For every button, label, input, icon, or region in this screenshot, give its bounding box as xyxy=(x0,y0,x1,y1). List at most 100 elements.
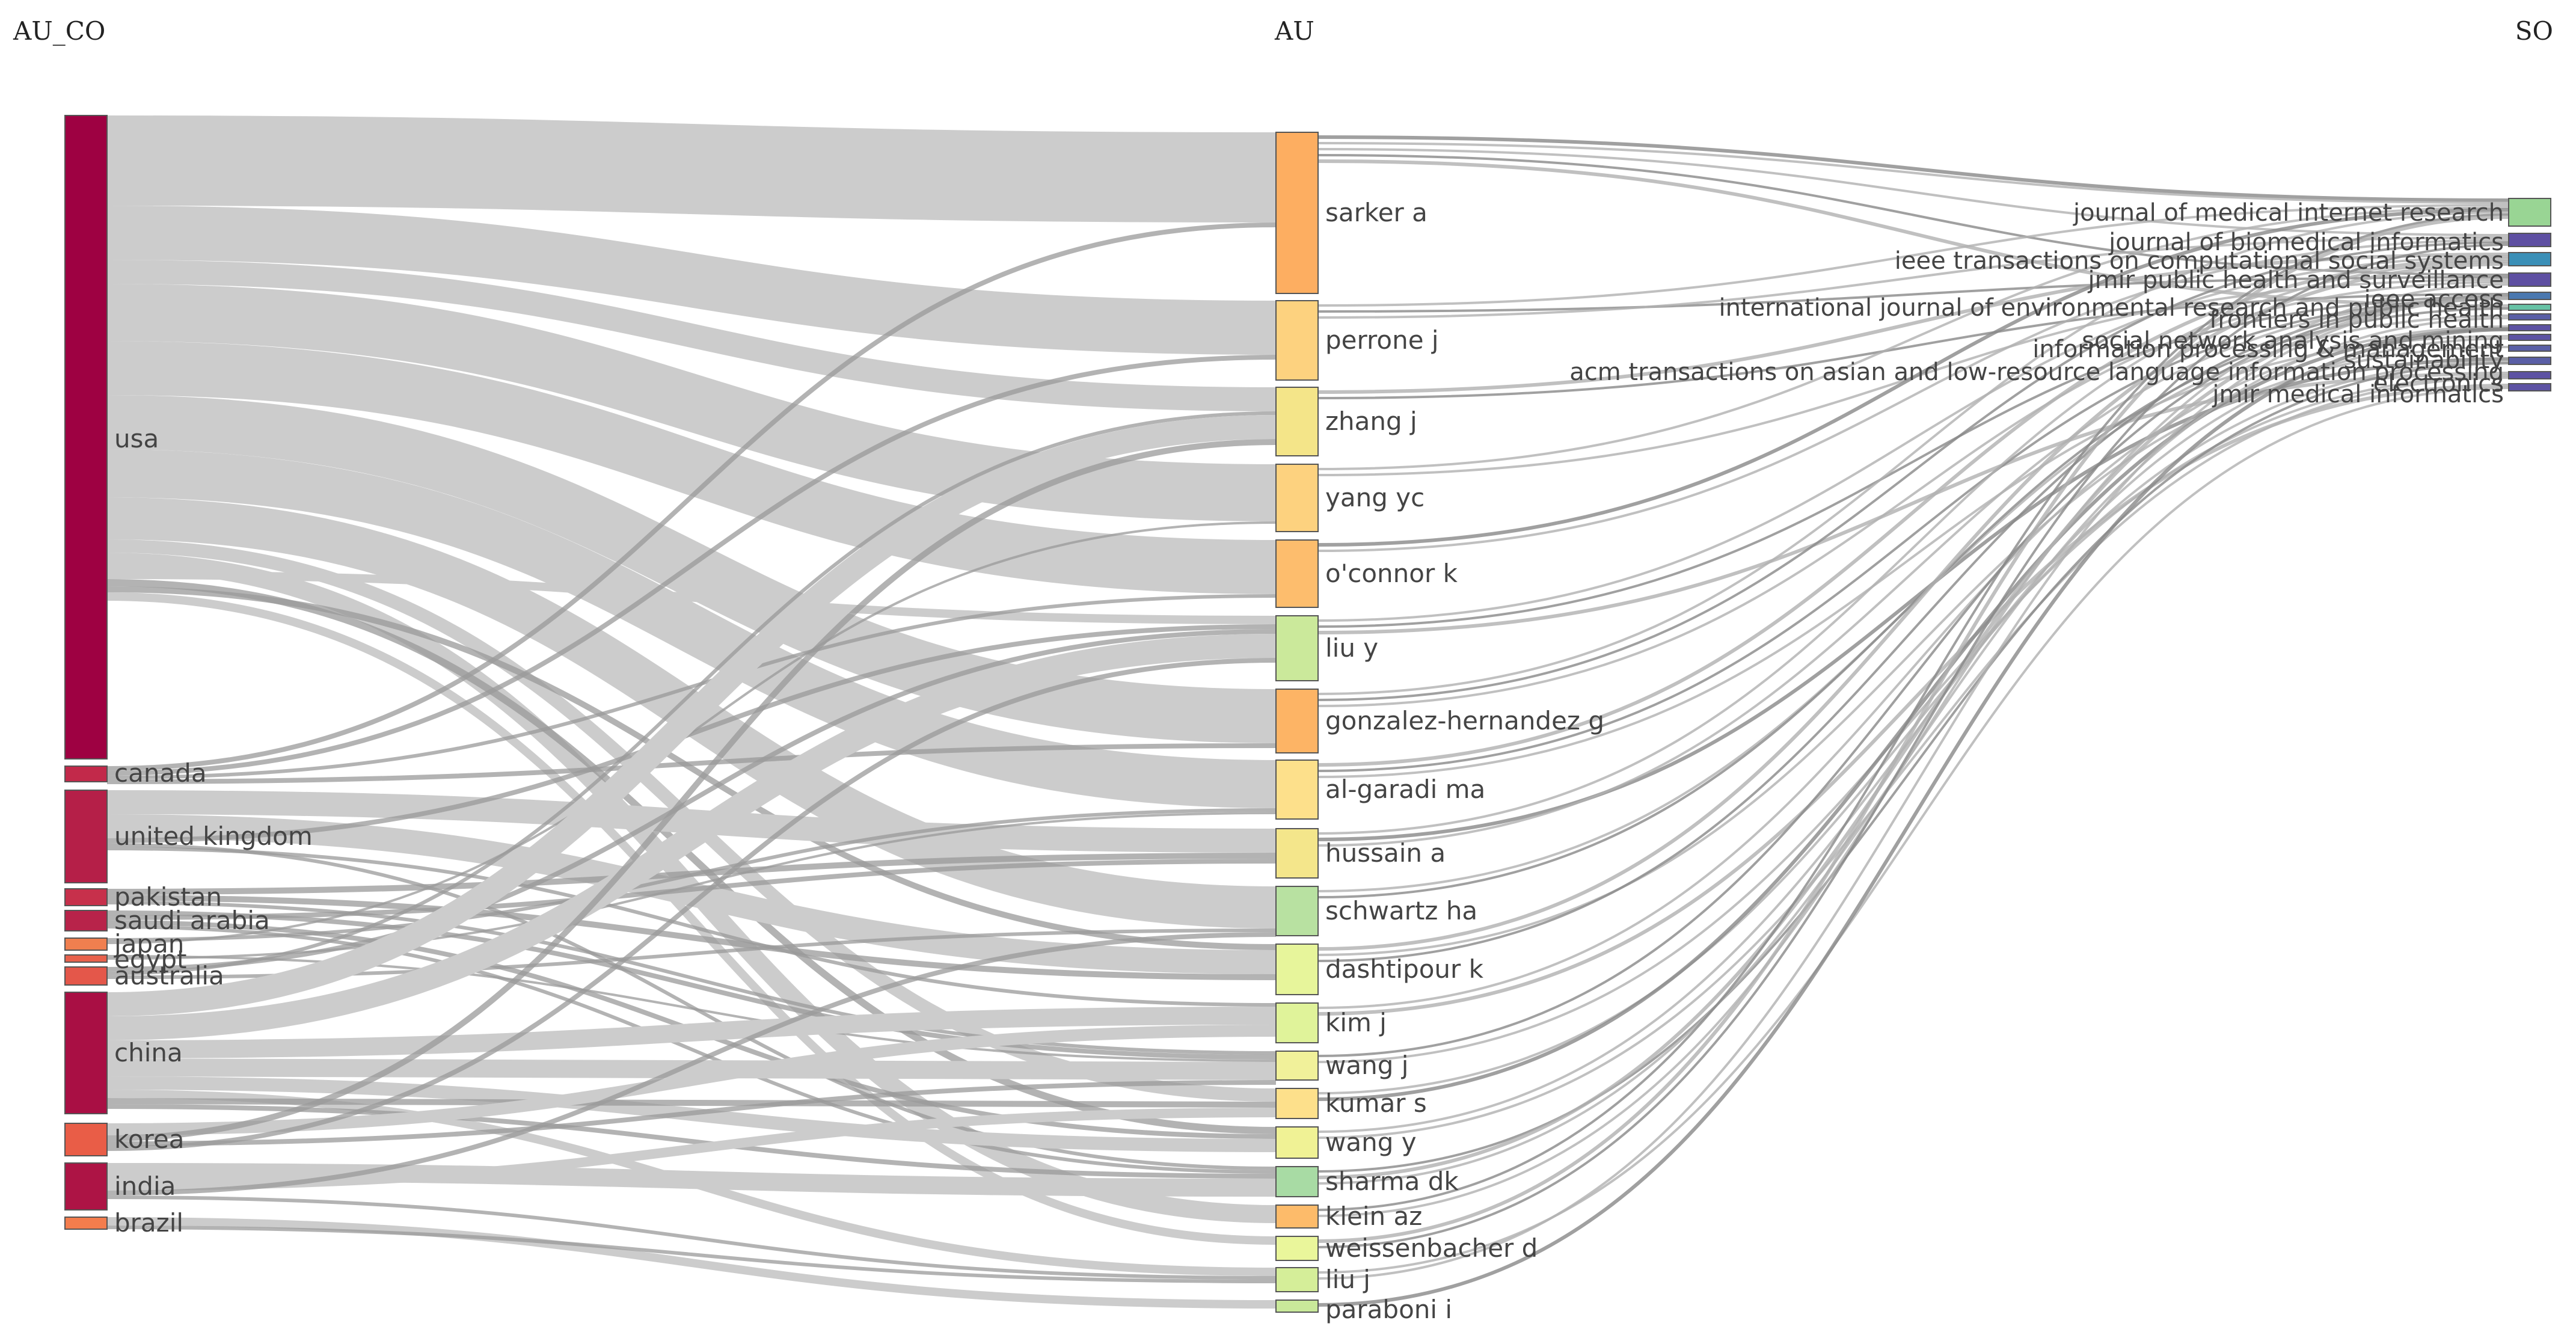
author-node-zhang-j[interactable] xyxy=(1275,387,1319,456)
column-title-au-co: AU_CO xyxy=(13,16,105,46)
author-node-wang-j[interactable] xyxy=(1275,1051,1319,1081)
source-node-frontiers-in-public-health[interactable] xyxy=(2508,313,2551,321)
link-liu-y-to-ieee-transactions-on-computational-social-systems xyxy=(1317,256,2509,622)
link-gonzalez-hernandez-g-to-journal-of-biomedical-informatics xyxy=(1317,241,2509,701)
source-label: ieee transactions on computational socia… xyxy=(1895,247,2504,275)
country-node-china[interactable] xyxy=(64,992,108,1114)
country-node-egypt[interactable] xyxy=(64,954,108,963)
link-japan-to-yang-yc xyxy=(106,521,1277,944)
links-author-to-source xyxy=(1317,135,2509,1307)
link-china-to-kumar-s xyxy=(106,1098,1277,1108)
link-china-to-zhang-j xyxy=(106,415,1277,1016)
link-o-connor-k-to-journal-of-medical-internet-research xyxy=(1317,208,2509,547)
link-wang-j-to-electronics xyxy=(1317,375,2509,1063)
source-node-jmir-medical-informatics[interactable] xyxy=(2508,383,2551,391)
author-node-kumar-s[interactable] xyxy=(1275,1088,1319,1119)
country-node-brazil[interactable] xyxy=(64,1217,108,1230)
link-india-to-schwartz-ha xyxy=(106,932,1277,1195)
link-china-to-sharma-dk xyxy=(106,1104,1277,1179)
link-al-garadi-ma-to-information-processing-management xyxy=(1317,335,2509,778)
link-dashtipour-k-to-sustainability xyxy=(1317,346,2509,956)
author-label: gonzalez-hernandez g xyxy=(1325,706,1604,735)
author-node-wang-y[interactable] xyxy=(1275,1126,1319,1159)
author-nodes: sarker a perrone j zhang j yang yc o'connor … xyxy=(1275,132,1604,1324)
link-brazil-to-liu-j xyxy=(106,1226,1277,1283)
source-label: electronics xyxy=(2373,370,2504,397)
source-node-electronics[interactable] xyxy=(2508,371,2551,379)
author-node-yang-yc[interactable] xyxy=(1275,464,1319,532)
country-label: korea xyxy=(114,1125,184,1154)
link-wang-y-to-electronics xyxy=(1317,376,2509,1139)
author-node-liu-j[interactable] xyxy=(1275,1267,1319,1292)
link-canada-to-sarker-a xyxy=(106,222,1277,771)
author-label: perrone j xyxy=(1325,325,1439,355)
author-node-liu-y[interactable] xyxy=(1275,615,1319,681)
source-label: acm transactions on asian and low-resour… xyxy=(1569,358,2504,386)
link-liu-j-to-ieee-access xyxy=(1317,297,2509,1280)
source-node-sustainability[interactable] xyxy=(2508,345,2551,352)
link-sarker-a-to-jmir-public-health-and-surveillance xyxy=(1317,154,2509,276)
country-label: brazil xyxy=(114,1208,183,1238)
link-saudi-arabia-to-sharma-dk xyxy=(106,925,1277,1174)
source-node-information-processing-management[interactable] xyxy=(2508,334,2551,341)
source-node-ieee-transactions-on-computational-social-systems[interactable] xyxy=(2508,252,2551,266)
country-node-japan[interactable] xyxy=(64,937,108,951)
link-korea-to-liu-y xyxy=(106,658,1277,1151)
country-label: united kingdom xyxy=(114,821,313,851)
country-node-india[interactable] xyxy=(64,1162,108,1211)
author-node-al-garadi-ma[interactable] xyxy=(1275,759,1319,820)
link-liu-j-to-jmir-medical-informatics xyxy=(1317,387,2509,1274)
country-node-korea[interactable] xyxy=(64,1123,108,1156)
source-node-journal-of-medical-internet-research[interactable] xyxy=(2508,198,2551,227)
link-australia-to-zhang-j xyxy=(106,411,1277,975)
source-node-acm-transactions-on-asian-and-low-resource-language-information-processing[interactable] xyxy=(2508,357,2551,365)
author-node-o-connor-k[interactable] xyxy=(1275,539,1319,608)
link-korea-to-kim-j xyxy=(106,1025,1277,1135)
source-node-international-journal-of-environmental-research-and-public-health[interactable] xyxy=(2508,304,2551,311)
country-node-usa[interactable] xyxy=(64,115,108,759)
author-label: klein az xyxy=(1325,1201,1422,1231)
author-label: weissenbacher d xyxy=(1325,1233,1538,1263)
source-node-social-network-analysis-and-mining[interactable] xyxy=(2508,324,2551,331)
author-node-kim-j[interactable] xyxy=(1275,1002,1319,1043)
link-korea-to-zhang-j xyxy=(106,439,1277,1141)
link-saudi-arabia-to-wang-j xyxy=(106,910,1277,1060)
source-label: journal of medical internet research xyxy=(2073,199,2504,227)
links-country-to-author xyxy=(106,115,1277,1309)
link-china-to-wang-j xyxy=(106,1058,1277,1080)
author-node-klein-az[interactable] xyxy=(1275,1204,1319,1229)
author-node-schwartz-ha[interactable] xyxy=(1275,886,1319,936)
author-label: wang y xyxy=(1325,1128,1417,1157)
source-node-journal-of-biomedical-informatics[interactable] xyxy=(2508,233,2551,247)
author-node-sarker-a[interactable] xyxy=(1275,132,1319,294)
country-node-canada[interactable] xyxy=(64,766,108,782)
source-node-ieee-access[interactable] xyxy=(2508,292,2551,300)
author-node-hussain-a[interactable] xyxy=(1275,828,1319,879)
country-node-pakistan[interactable] xyxy=(64,888,108,906)
link-zhang-j-to-ieee-access xyxy=(1317,293,2509,399)
country-label: usa xyxy=(114,424,159,453)
link-pakistan-to-dashtipour-k xyxy=(106,895,1277,980)
source-node-jmir-public-health-and-surveillance[interactable] xyxy=(2508,272,2551,287)
author-node-weissenbacher-d[interactable] xyxy=(1275,1236,1319,1261)
link-usa-to-sarker-a xyxy=(106,115,1277,222)
link-japan-to-al-garadi-ma xyxy=(106,808,1277,942)
country-node-saudi-arabia[interactable] xyxy=(64,910,108,931)
country-node-australia[interactable] xyxy=(64,966,108,986)
country-label: japan xyxy=(114,929,184,959)
country-label: india xyxy=(114,1171,176,1201)
link-canada-to-perrone-j xyxy=(106,355,1277,776)
author-node-perrone-j[interactable] xyxy=(1275,300,1319,381)
author-node-dashtipour-k[interactable] xyxy=(1275,944,1319,995)
author-label: liu y xyxy=(1325,633,1378,663)
link-weissenbacher-d-to-journal-of-medical-internet-research xyxy=(1317,215,2509,1243)
link-sarker-a-to-journal-of-medical-internet-research xyxy=(1317,135,2509,202)
author-node-sharma-dk[interactable] xyxy=(1275,1166,1319,1197)
source-label: information processing & management xyxy=(2032,336,2504,363)
author-node-paraboni-i[interactable] xyxy=(1275,1300,1319,1313)
link-usa-to-o-connor-k xyxy=(106,341,1277,594)
link-usa-to-perrone-j xyxy=(106,206,1277,355)
link-united-kingdom-to-dashtipour-k xyxy=(106,814,1277,974)
country-node-united-kingdom[interactable] xyxy=(64,790,108,883)
author-node-gonzalez-hernandez-g[interactable] xyxy=(1275,689,1319,753)
